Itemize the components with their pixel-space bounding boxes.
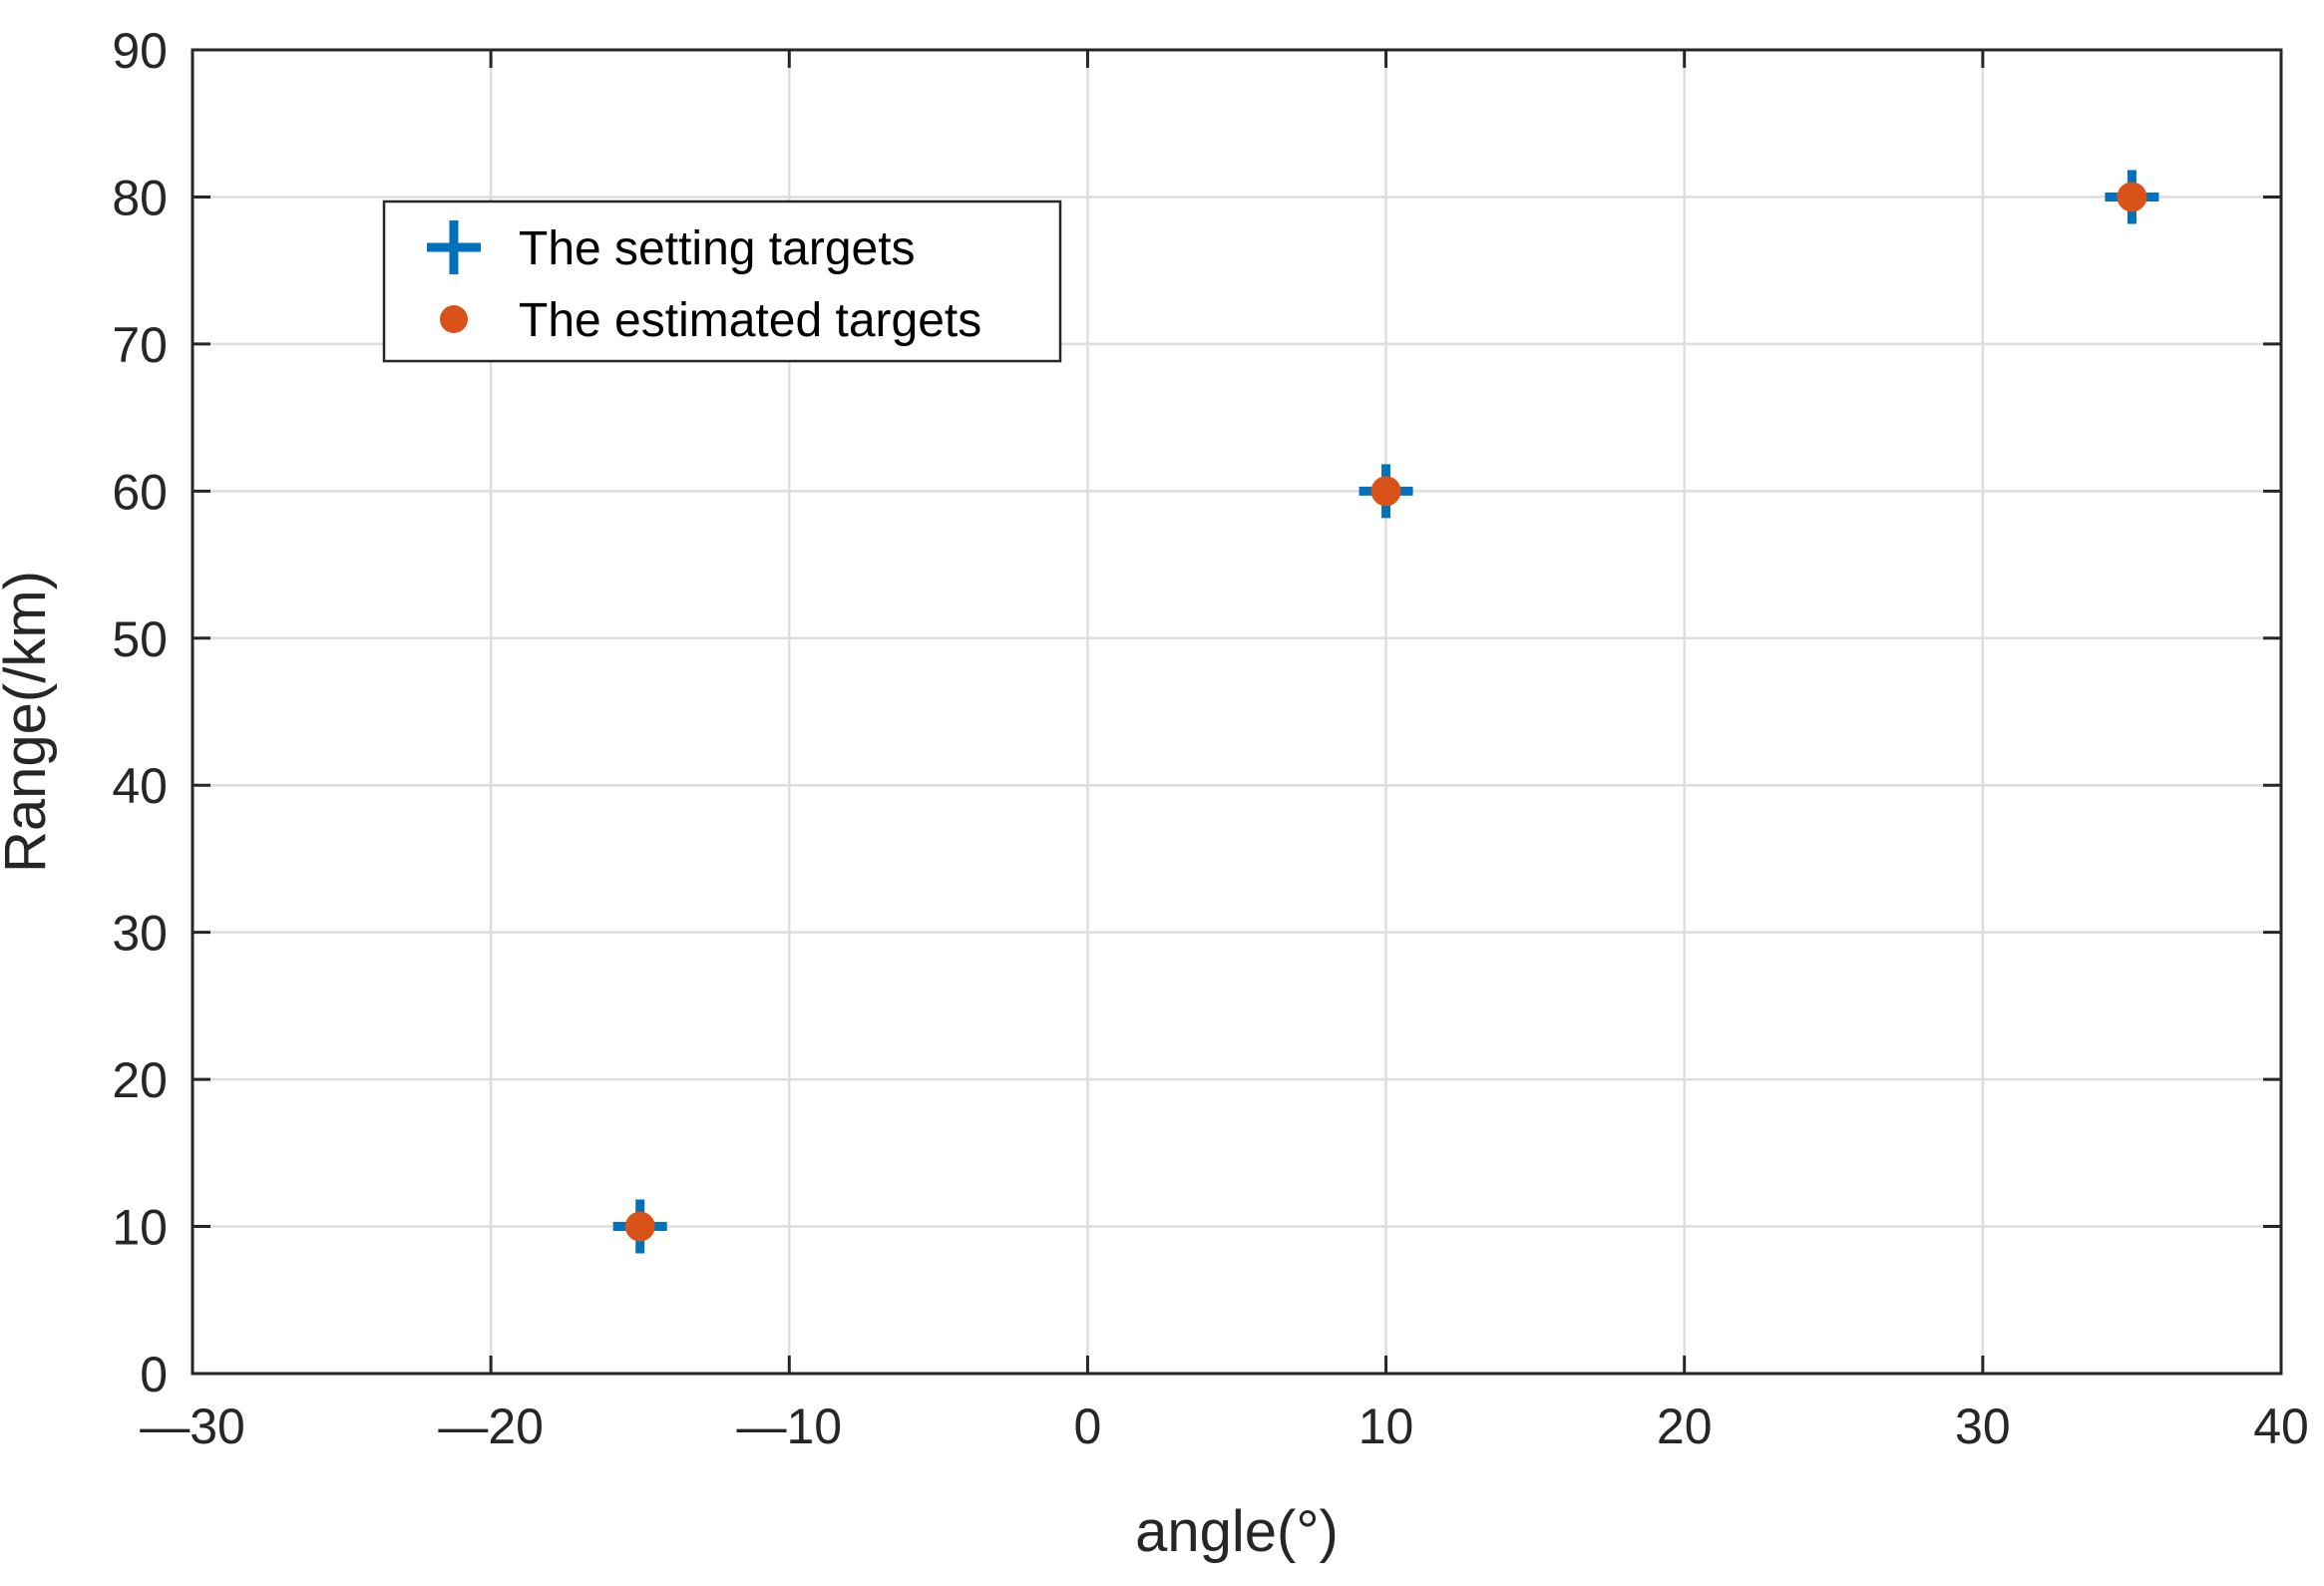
legend-plus	[427, 220, 481, 274]
y-tick-label: 20	[112, 1052, 168, 1108]
x-tick-label: —20	[438, 1398, 544, 1454]
x-tick-label: —10	[736, 1398, 842, 1454]
estimated-target-marker	[2117, 182, 2147, 212]
legend-box	[382, 199, 1062, 363]
y-tick-label: 90	[112, 23, 168, 79]
y-tick-label: 80	[112, 170, 168, 225]
y-tick-label: 70	[112, 317, 168, 373]
x-tick-label: 20	[1657, 1398, 1713, 1454]
y-tick-labels: 0 10 20 30 40 50 60 70 80 90	[112, 23, 168, 1402]
legend-circle	[440, 305, 468, 333]
x-axis-label: angle(°)	[1135, 1499, 1339, 1564]
x-tick-labels: —30 —20 —10 0 10 20 30 40	[140, 1398, 2309, 1454]
y-axis-label: Range(/km)	[0, 571, 58, 873]
x-tick-label: 10	[1358, 1398, 1414, 1454]
legend: The setting targets The estimated target…	[382, 199, 1062, 363]
y-tick-label: 10	[112, 1200, 168, 1256]
legend-plus-marker	[427, 220, 481, 274]
plot-frame	[191, 48, 2283, 1376]
y-tick-label: 40	[112, 758, 168, 814]
x-tick-label: —30	[140, 1398, 245, 1454]
x-tick-label: 40	[2253, 1398, 2309, 1454]
axis-ticks	[191, 48, 2283, 1376]
estimated-target-marker	[624, 1211, 655, 1242]
legend-entry-estimated-targets: The estimated targets	[519, 294, 981, 347]
x-tick-label: 0	[1074, 1398, 1102, 1454]
y-tick-label: 30	[112, 906, 168, 962]
data-markers	[612, 170, 2159, 1254]
legend-entry-setting-targets: The setting targets	[519, 222, 916, 275]
y-tick-label: 50	[112, 611, 168, 667]
y-tick-label: 60	[112, 464, 168, 520]
y-tick-label: 0	[140, 1347, 168, 1402]
legend-circle-marker	[440, 305, 468, 333]
x-tick-label: 30	[1955, 1398, 2011, 1454]
estimated-target-marker	[1370, 476, 1401, 507]
